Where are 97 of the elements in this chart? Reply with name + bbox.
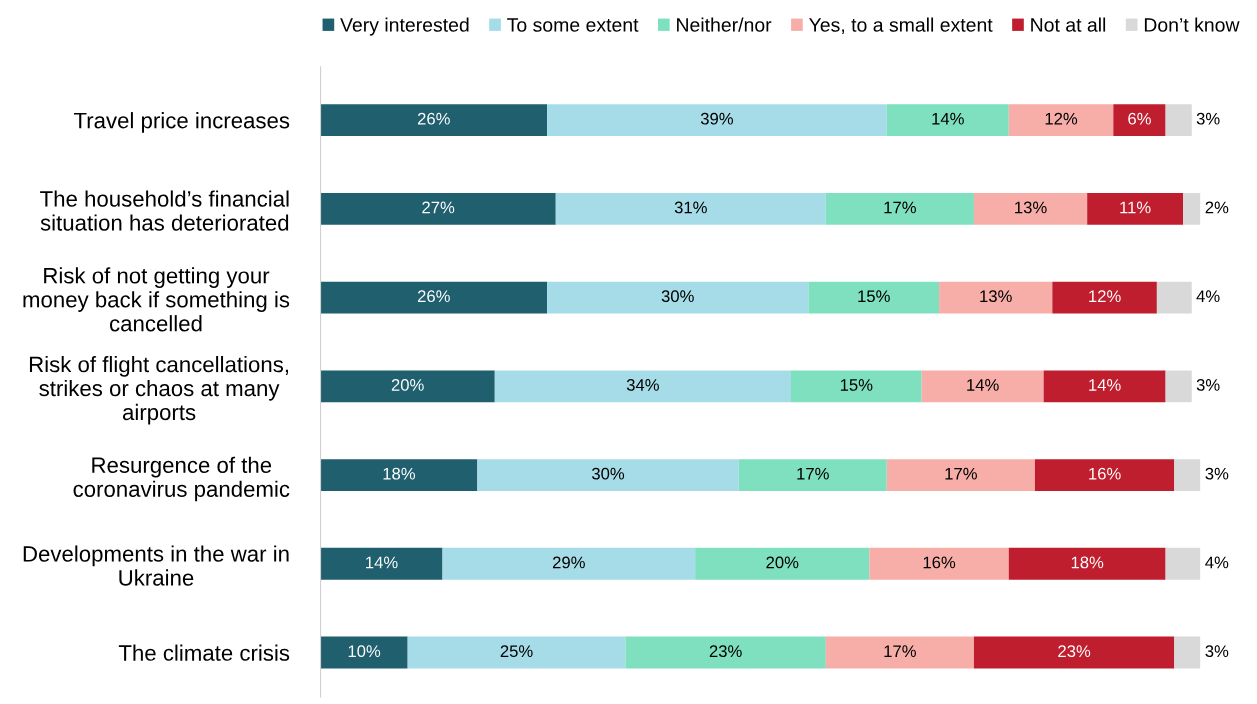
bar (1183, 192, 1201, 225)
bar (494, 370, 791, 403)
bar (555, 192, 826, 225)
legend-label: Very interested (340, 17, 469, 36)
data-label: 20% (766, 556, 799, 569)
bar (790, 370, 922, 403)
bar (320, 370, 495, 403)
data-label: 10% (348, 645, 381, 658)
data-label: 6% (1128, 112, 1151, 125)
data-label: 26% (417, 290, 450, 303)
data-label: 30% (591, 467, 625, 480)
data-label: 17% (884, 645, 916, 657)
y-tick-label: The climate crisis (118, 644, 290, 661)
data-label: 17% (884, 201, 916, 214)
data-label: 14% (1089, 379, 1121, 391)
data-label: 16% (923, 556, 956, 569)
data-label: 13% (980, 290, 1012, 303)
legend-label: To some extent (507, 18, 639, 32)
bar (1156, 281, 1192, 314)
bar (320, 636, 408, 669)
bar (1008, 547, 1166, 580)
bar (625, 636, 826, 669)
bar (886, 104, 1009, 137)
bar (825, 636, 974, 669)
bar (695, 547, 870, 580)
bar (407, 636, 626, 669)
bar (442, 547, 696, 580)
data-label: 11% (1120, 201, 1151, 214)
data-label: 3% (1196, 379, 1220, 391)
bar (320, 547, 443, 580)
data-label: 12% (1089, 290, 1121, 303)
data-label: 27% (422, 201, 455, 214)
bar (808, 281, 940, 314)
data-label: 26% (417, 112, 450, 125)
bar (1113, 104, 1166, 137)
data-label: 34% (626, 379, 659, 391)
legend-label: Not at all (1031, 17, 1106, 32)
data-label: 15% (840, 379, 873, 391)
data-label: 18% (1071, 556, 1104, 569)
data-label: 23% (1058, 645, 1091, 658)
bar (1165, 547, 1201, 580)
bar (320, 459, 478, 492)
data-label: 30% (661, 290, 694, 303)
y-tick-label: Resurgence of the coronavirus pandemic (73, 456, 290, 502)
bar (939, 281, 1053, 314)
bar (1052, 281, 1157, 314)
data-label: 3% (1205, 645, 1229, 658)
bar (1174, 459, 1201, 492)
data-label: 16% (1089, 467, 1121, 480)
legend-label: Yes, to a small extent (809, 17, 993, 35)
bar (738, 459, 887, 492)
bar (1165, 104, 1192, 137)
bar (1174, 636, 1201, 669)
data-label: 3% (1196, 112, 1220, 125)
legend-label: Neither/nor (677, 17, 772, 32)
bar (1034, 459, 1175, 492)
data-label: 4% (1196, 290, 1220, 303)
bar (1043, 370, 1166, 403)
data-label: 4% (1205, 556, 1229, 569)
bar (547, 281, 809, 314)
data-label: 12% (1045, 112, 1078, 125)
y-tick-label: Travel price increases (73, 112, 290, 133)
bar (973, 636, 1175, 669)
data-label: 17% (945, 467, 977, 480)
legend-label: Don’t know (1144, 17, 1240, 32)
data-label: 14% (366, 556, 398, 569)
bar (1165, 370, 1192, 403)
data-label: 14% (932, 112, 964, 125)
data-label: 31% (674, 201, 707, 214)
data-label: 14% (967, 379, 999, 391)
bar (547, 104, 887, 137)
y-tick-label: Risk of flight cancellations, strikes or chaos at many airports (29, 355, 288, 425)
data-label: 15% (858, 290, 890, 303)
bar (869, 547, 1009, 580)
bar (1008, 104, 1114, 137)
data-label: 25% (500, 645, 533, 658)
bar (320, 192, 556, 225)
data-label: 39% (700, 112, 734, 125)
bar (921, 370, 1044, 403)
bar (973, 192, 1088, 225)
data-label: 23% (709, 645, 742, 658)
bar (320, 281, 548, 314)
data-label: 29% (552, 556, 585, 569)
y-tick-label: Developments in the war in Ukraine (23, 545, 289, 586)
data-label: 20% (391, 379, 424, 391)
bar (1087, 192, 1184, 225)
data-label: 3% (1205, 467, 1229, 480)
bar (320, 104, 548, 137)
bar (886, 459, 1035, 492)
data-label: 18% (383, 467, 416, 480)
data-label: 2% (1205, 201, 1229, 214)
y-tick-label: The household’s financial situation has deteriorated (40, 190, 289, 231)
data-label: 13% (1015, 201, 1047, 214)
bar (825, 192, 974, 225)
y-tick-label: Risk of not getting your money back if something is cancelled (23, 267, 290, 332)
bar (477, 459, 739, 492)
data-label: 17% (797, 467, 829, 480)
